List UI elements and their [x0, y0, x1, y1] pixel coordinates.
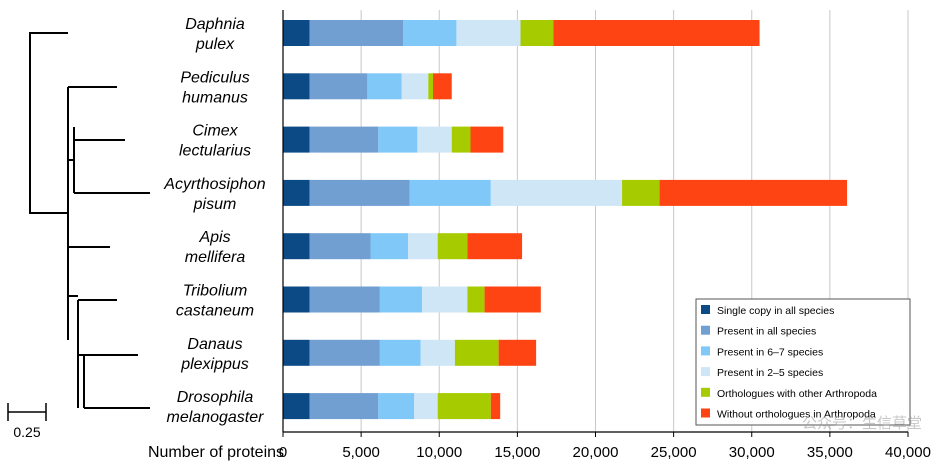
bar-segment	[622, 179, 660, 206]
bar-segment	[467, 233, 523, 260]
bar-segment	[467, 286, 485, 313]
bar-segment	[451, 126, 471, 153]
legend-label: Present in all species	[717, 326, 816, 338]
bar-segment	[437, 393, 491, 420]
bar-segment	[414, 393, 438, 420]
legend: Single copy in all species Present in all…	[695, 298, 922, 432]
x-tick-label: 40,000	[885, 444, 931, 461]
species-label-line2: castaneum	[176, 303, 254, 320]
species-label-line1: Pediculus	[180, 69, 249, 86]
legend-swatch	[701, 325, 710, 335]
species-label-line1: Apis	[198, 229, 230, 246]
bar-segment	[309, 20, 404, 46]
legend-swatch	[701, 367, 710, 377]
x-tick-label: 25,000	[651, 444, 697, 461]
bar-segment	[422, 286, 468, 313]
phylogenetic-tree: 0.25	[7, 32, 150, 440]
bar-segment	[283, 73, 310, 100]
bar-segment	[309, 393, 379, 420]
bar-segment	[470, 126, 504, 153]
species-label-line2: pisum	[193, 196, 237, 213]
tree-branch	[29, 32, 68, 214]
bar-segment	[490, 393, 501, 420]
species-label-line2: lectularius	[179, 143, 251, 160]
bar-segment	[378, 126, 418, 153]
bar-segment	[379, 286, 423, 313]
species-label-line2: plexippus	[180, 356, 249, 373]
legend-label: Present in 6–7 species	[717, 346, 823, 358]
bar-segment	[283, 393, 310, 420]
bar-segment	[456, 20, 521, 46]
bar-segment	[379, 339, 421, 366]
bar-segment	[309, 233, 371, 260]
legend-swatch	[701, 408, 710, 418]
species-label-line2: melanogaster	[167, 409, 265, 426]
bar-segment	[309, 73, 368, 100]
bar-segment	[309, 339, 380, 366]
species-label-line2: humanus	[182, 89, 248, 106]
x-tick-label: 15,000	[494, 444, 540, 461]
legend-label: Present in 2–5 species	[717, 367, 823, 379]
bar-segment	[437, 233, 468, 260]
bar-segment	[283, 286, 310, 313]
legend-box	[695, 298, 911, 426]
x-tick-label: 35,000	[807, 444, 853, 461]
bar-segment	[484, 286, 541, 313]
species-label-line1: Acyrthosiphon	[163, 176, 265, 193]
species-label-line2: mellifera	[185, 249, 246, 266]
legend-swatch	[701, 346, 710, 356]
bar-segment	[309, 126, 379, 153]
x-tick-label: 10,000	[416, 444, 462, 461]
scale-bar	[7, 403, 47, 421]
bar-segment	[283, 126, 310, 153]
species-label-line1: Tribolium	[183, 283, 248, 300]
bar-segment	[283, 233, 310, 260]
bar-segment	[283, 339, 310, 366]
bar-segment	[283, 179, 310, 206]
x-tick-label: 20,000	[573, 444, 619, 461]
bar-segment	[309, 286, 380, 313]
bar-segment	[309, 179, 410, 206]
bar-segment	[409, 179, 491, 206]
bar-segment	[433, 73, 452, 100]
bar-segment	[401, 73, 429, 100]
legend-swatch	[701, 305, 710, 314]
species-label-line1: Drosophila	[177, 389, 254, 406]
bar-segment	[283, 20, 310, 46]
x-tick-label: 0	[279, 444, 287, 461]
species-label-line2: pulex	[195, 36, 235, 53]
legend-label: Orthologues with other Arthropoda	[717, 388, 877, 400]
legend-swatch	[701, 387, 710, 397]
bar-segment	[498, 339, 537, 366]
scale-bar-label: 0.25	[13, 424, 40, 440]
watermark: 公众号：生信草堂	[802, 415, 922, 432]
bar-segment	[370, 233, 408, 260]
legend-label: Without orthologues in Arthropoda	[717, 409, 876, 421]
bar-segment	[428, 73, 433, 100]
bar-segment	[553, 20, 760, 46]
species-label-line1: Danaus	[187, 336, 242, 353]
bar-segment	[378, 393, 415, 420]
species-label-line1: Daphnia	[185, 16, 245, 33]
bar-segment	[367, 73, 402, 100]
bar-segment	[420, 339, 455, 366]
bar-segment	[408, 233, 438, 260]
species-label-line1: Cimex	[192, 123, 238, 140]
species-labels: Daphnia pulex Pediculus humanus Cimex lectula…	[163, 16, 265, 426]
bars	[283, 20, 848, 420]
bar-segment	[659, 179, 848, 206]
x-tick-label: 30,000	[729, 444, 775, 461]
bar-segment	[403, 20, 457, 46]
x-tick-label: 5,000	[342, 444, 380, 461]
bar-segment	[490, 179, 623, 206]
legend-label: Single copy in all species	[717, 305, 834, 317]
bar-segment	[417, 126, 452, 153]
x-axis: 0 5,000 10,000 15,000 20,000 25,000 30,000 35,0…	[148, 10, 931, 461]
bar-segment	[520, 20, 554, 46]
x-axis-title: Number of proteins	[148, 444, 284, 461]
bar-segment	[454, 339, 499, 366]
